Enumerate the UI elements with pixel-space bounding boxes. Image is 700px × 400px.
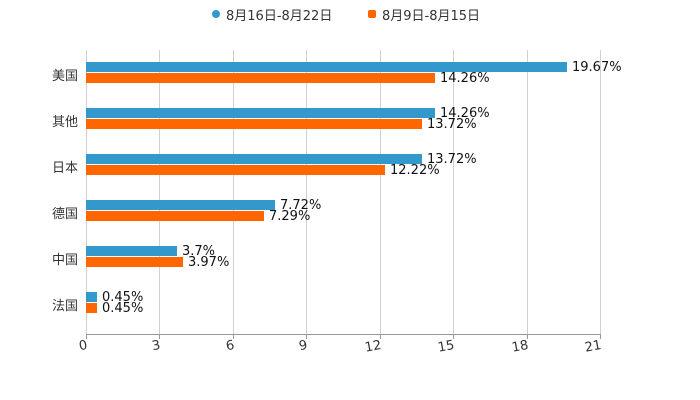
category-label: 中国 — [51, 253, 78, 268]
bar-series-1[interactable] — [86, 292, 97, 302]
gridline — [86, 50, 87, 334]
category-label: 日本 — [51, 161, 78, 176]
bar-value-label: 14.26% — [440, 106, 490, 121]
bar-series-1[interactable] — [86, 62, 567, 72]
x-axis-tick — [453, 334, 454, 339]
bar-series-2[interactable] — [86, 257, 183, 267]
gridline — [453, 50, 454, 334]
x-axis-tick-label: 0 — [77, 338, 89, 355]
bar-series-2[interactable] — [86, 303, 97, 313]
bar-series-1[interactable] — [86, 200, 275, 210]
x-axis-tick — [380, 334, 381, 339]
bar-value-label: 12.22% — [390, 163, 440, 178]
gridline — [600, 50, 601, 334]
bar-series-2[interactable] — [86, 73, 435, 83]
bar-series-1[interactable] — [86, 154, 422, 164]
x-axis-tick-label: 18 — [510, 338, 530, 356]
x-axis-tick-label: 15 — [436, 338, 456, 356]
category-label: 德国 — [51, 207, 78, 222]
x-axis-tick — [600, 334, 601, 339]
gridline — [159, 50, 160, 334]
x-axis-tick — [527, 334, 528, 339]
x-axis-tick-label: 12 — [363, 338, 383, 356]
x-axis-tick-label: 9 — [297, 338, 309, 355]
chart-legend: 8月16日-8月22日 8月9日-8月15日 — [0, 4, 700, 24]
x-axis-tick — [306, 334, 307, 339]
x-axis-tick — [159, 334, 160, 339]
x-axis-tick — [233, 334, 234, 339]
bar-value-label: 7.29% — [269, 209, 311, 224]
legend-label: 8月9日-8月15日 — [382, 8, 481, 24]
x-axis-tick — [86, 334, 87, 339]
bar-series-2[interactable] — [86, 165, 385, 175]
category-label: 其他 — [51, 115, 78, 130]
x-axis-tick-label: 6 — [224, 338, 236, 355]
bar-value-label: 13.72% — [427, 152, 477, 167]
bar-series-2[interactable] — [86, 119, 422, 129]
bar-series-1[interactable] — [86, 108, 435, 118]
legend-label: 8月16日-8月22日 — [226, 8, 333, 24]
gridline — [527, 50, 528, 334]
bar-series-2[interactable] — [86, 211, 264, 221]
gridline — [306, 50, 307, 334]
bar-value-label: 3.97% — [188, 255, 230, 270]
legend-item-series-1[interactable]: 8月16日-8月22日 — [212, 4, 332, 24]
legend-marker-icon — [368, 10, 376, 18]
bar-value-label: 7.72% — [280, 198, 322, 213]
bar-value-label: 0.45% — [102, 290, 144, 305]
legend-item-series-2[interactable]: 8月9日-8月15日 — [368, 4, 480, 24]
legend-marker-icon — [212, 10, 220, 18]
bar-value-label: 13.72% — [427, 117, 477, 132]
bar-value-label: 0.45% — [102, 301, 144, 316]
category-label: 法国 — [51, 299, 78, 314]
x-axis-tick-label: 3 — [150, 338, 162, 355]
bar-value-label: 14.26% — [440, 71, 490, 86]
gridline — [380, 50, 381, 334]
x-axis-tick-label: 21 — [583, 338, 603, 356]
bar-value-label: 19.67% — [572, 60, 622, 75]
bar-value-label: 3.7% — [182, 244, 216, 259]
x-axis-line — [86, 334, 601, 335]
category-label: 美国 — [51, 69, 78, 84]
gridline — [233, 50, 234, 334]
bar-series-1[interactable] — [86, 246, 177, 256]
